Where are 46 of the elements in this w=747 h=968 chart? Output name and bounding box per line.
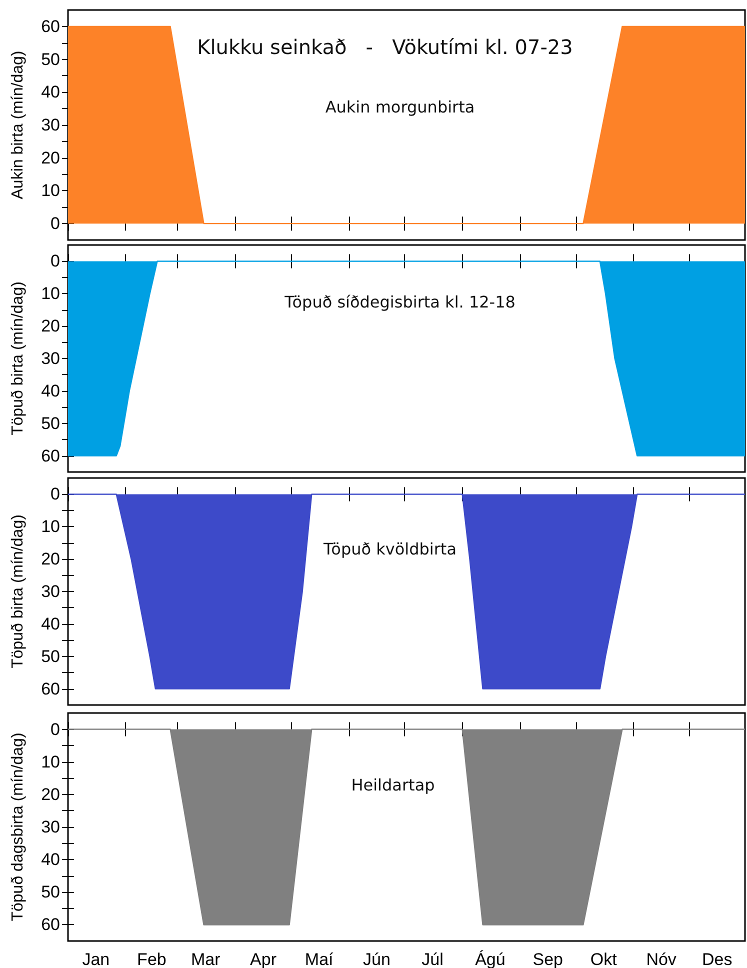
y-tick-label: 40 <box>41 614 60 634</box>
y-tick-label: 10 <box>41 284 60 304</box>
annotation: Töpuð síðdegisbirta kl. 12-18 <box>284 292 516 312</box>
y-tick-label: 0 <box>50 214 60 234</box>
y-tick-label: 50 <box>41 414 60 433</box>
y-tick-label: 30 <box>41 582 60 601</box>
y-tick-label: 20 <box>41 148 60 168</box>
y-tick-label: 20 <box>41 784 60 804</box>
y-axis-title: Aukin birta (mín/dag) <box>10 50 26 200</box>
y-tick-label: 0 <box>50 484 60 504</box>
y-axis-title: Töpuð dagsbirta (mín/dag) <box>10 732 26 922</box>
annotation: Töpuð kvöldbirta <box>322 540 457 558</box>
y-axis-title: Töpuð birta (mín/dag) <box>10 514 26 668</box>
y-tick-label: 40 <box>41 850 60 870</box>
y-tick-label: 20 <box>41 316 60 336</box>
x-tick-label: Jan <box>82 950 110 968</box>
x-tick-label: Feb <box>137 950 166 968</box>
y-tick-label: 60 <box>41 446 60 466</box>
annotation: Aukin morgunbirta <box>325 98 475 116</box>
y-tick-label: 10 <box>41 517 60 536</box>
x-tick-label: Jún <box>363 950 390 968</box>
y-tick-label: 60 <box>41 16 60 36</box>
y-tick-label: 50 <box>41 50 60 69</box>
y-tick-label: 30 <box>41 349 60 368</box>
y-tick-label: 40 <box>41 381 60 400</box>
x-tick-label: Maí <box>304 950 334 968</box>
y-tick-label: 0 <box>50 720 60 739</box>
y-tick-label: 30 <box>41 818 60 836</box>
text: Klukku seinkað - Vökutími kl. 07-23 <box>197 35 573 59</box>
y-tick-label: 30 <box>41 116 60 134</box>
y-tick-label: 50 <box>41 882 60 902</box>
y-tick-label: 0 <box>50 252 60 271</box>
y-tick-label: 60 <box>41 679 60 698</box>
annotation: Heildartap <box>351 776 435 794</box>
x-tick-label: Des <box>702 950 732 968</box>
y-tick-label: 20 <box>41 550 60 569</box>
y-axis-title: Töpuð birta (mín/dag) <box>10 282 26 436</box>
x-tick-label: Nóv <box>646 950 677 968</box>
y-tick-label: 10 <box>41 752 60 772</box>
y-tick-label: 10 <box>41 181 60 200</box>
x-tick-label: Júl <box>422 950 444 968</box>
x-tick-label: Mar <box>190 950 221 968</box>
y-tick-label: 50 <box>41 646 60 666</box>
x-tick-label: Okt <box>590 950 618 968</box>
y-tick-label: 60 <box>41 915 60 934</box>
y-tick-label: 40 <box>41 82 60 102</box>
